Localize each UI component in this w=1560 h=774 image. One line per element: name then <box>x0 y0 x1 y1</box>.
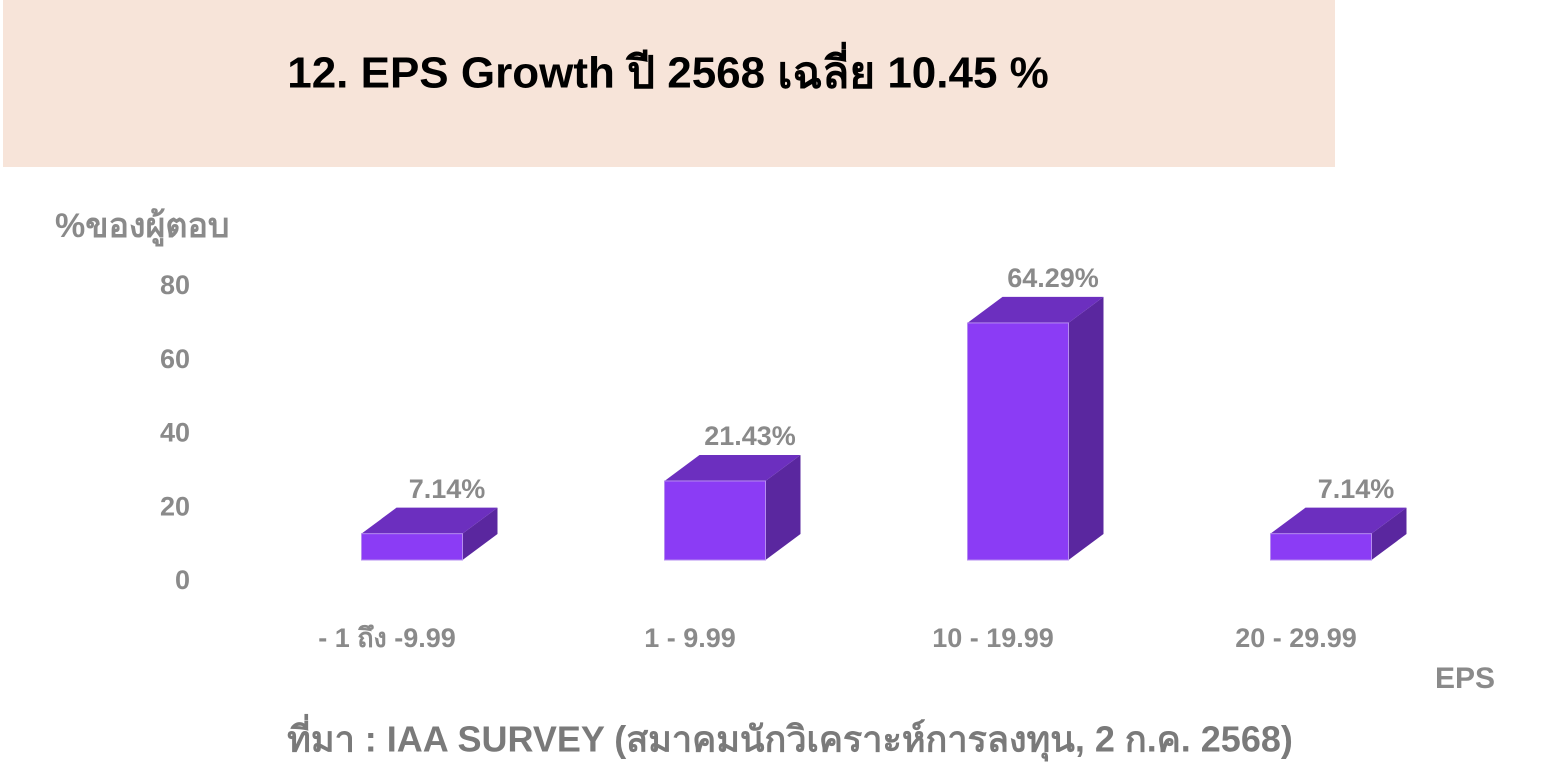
bar-top <box>361 507 498 534</box>
x-tick-label: 1 - 9.99 <box>644 623 736 653</box>
y-tick-label: 80 <box>160 270 190 300</box>
bar-side <box>765 454 801 560</box>
bar <box>664 480 766 561</box>
value-label: 7.14% <box>1318 474 1395 504</box>
bar-top <box>967 296 1104 323</box>
y-tick-label: 20 <box>160 491 190 521</box>
bar <box>361 533 463 561</box>
source: ที่มา : IAA SURVEY (สมาคมนักวิเคราะห์การ… <box>287 714 1293 763</box>
bar <box>967 322 1069 561</box>
bar-side <box>462 507 498 560</box>
bar-side <box>1371 507 1407 560</box>
bar <box>1270 533 1372 561</box>
x-tick-label: 10 - 19.99 <box>932 623 1054 653</box>
x-tick-label: - 1 ถึง -9.99 <box>318 623 456 653</box>
y-tick-label: 0 <box>175 565 190 595</box>
title-box <box>3 0 1335 167</box>
value-label: 21.43% <box>704 421 796 451</box>
value-label: 64.29% <box>1007 263 1099 293</box>
x-tick-label: 20 - 29.99 <box>1235 623 1357 653</box>
value-label: 7.14% <box>409 474 486 504</box>
bar-top <box>1270 507 1407 534</box>
y-axis-label: %ของผู้ตอบ <box>55 207 230 247</box>
chart-title: 12. EPS Growth ปี 2568 เฉลี่ย 10.45 % <box>287 42 1049 98</box>
bar-top <box>664 454 801 481</box>
y-tick-label: 60 <box>160 344 190 374</box>
x-axis-label: EPS <box>1435 662 1495 695</box>
y-tick-label: 40 <box>160 418 190 448</box>
bar-side <box>1068 296 1104 560</box>
